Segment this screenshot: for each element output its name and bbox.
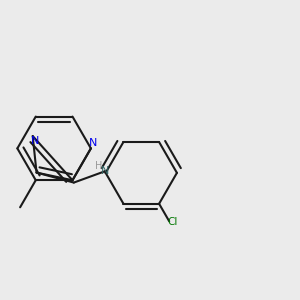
Text: N: N bbox=[30, 136, 39, 146]
Text: H: H bbox=[95, 160, 103, 170]
Text: N: N bbox=[101, 166, 109, 176]
Text: N: N bbox=[88, 138, 97, 148]
Text: Cl: Cl bbox=[168, 217, 178, 227]
